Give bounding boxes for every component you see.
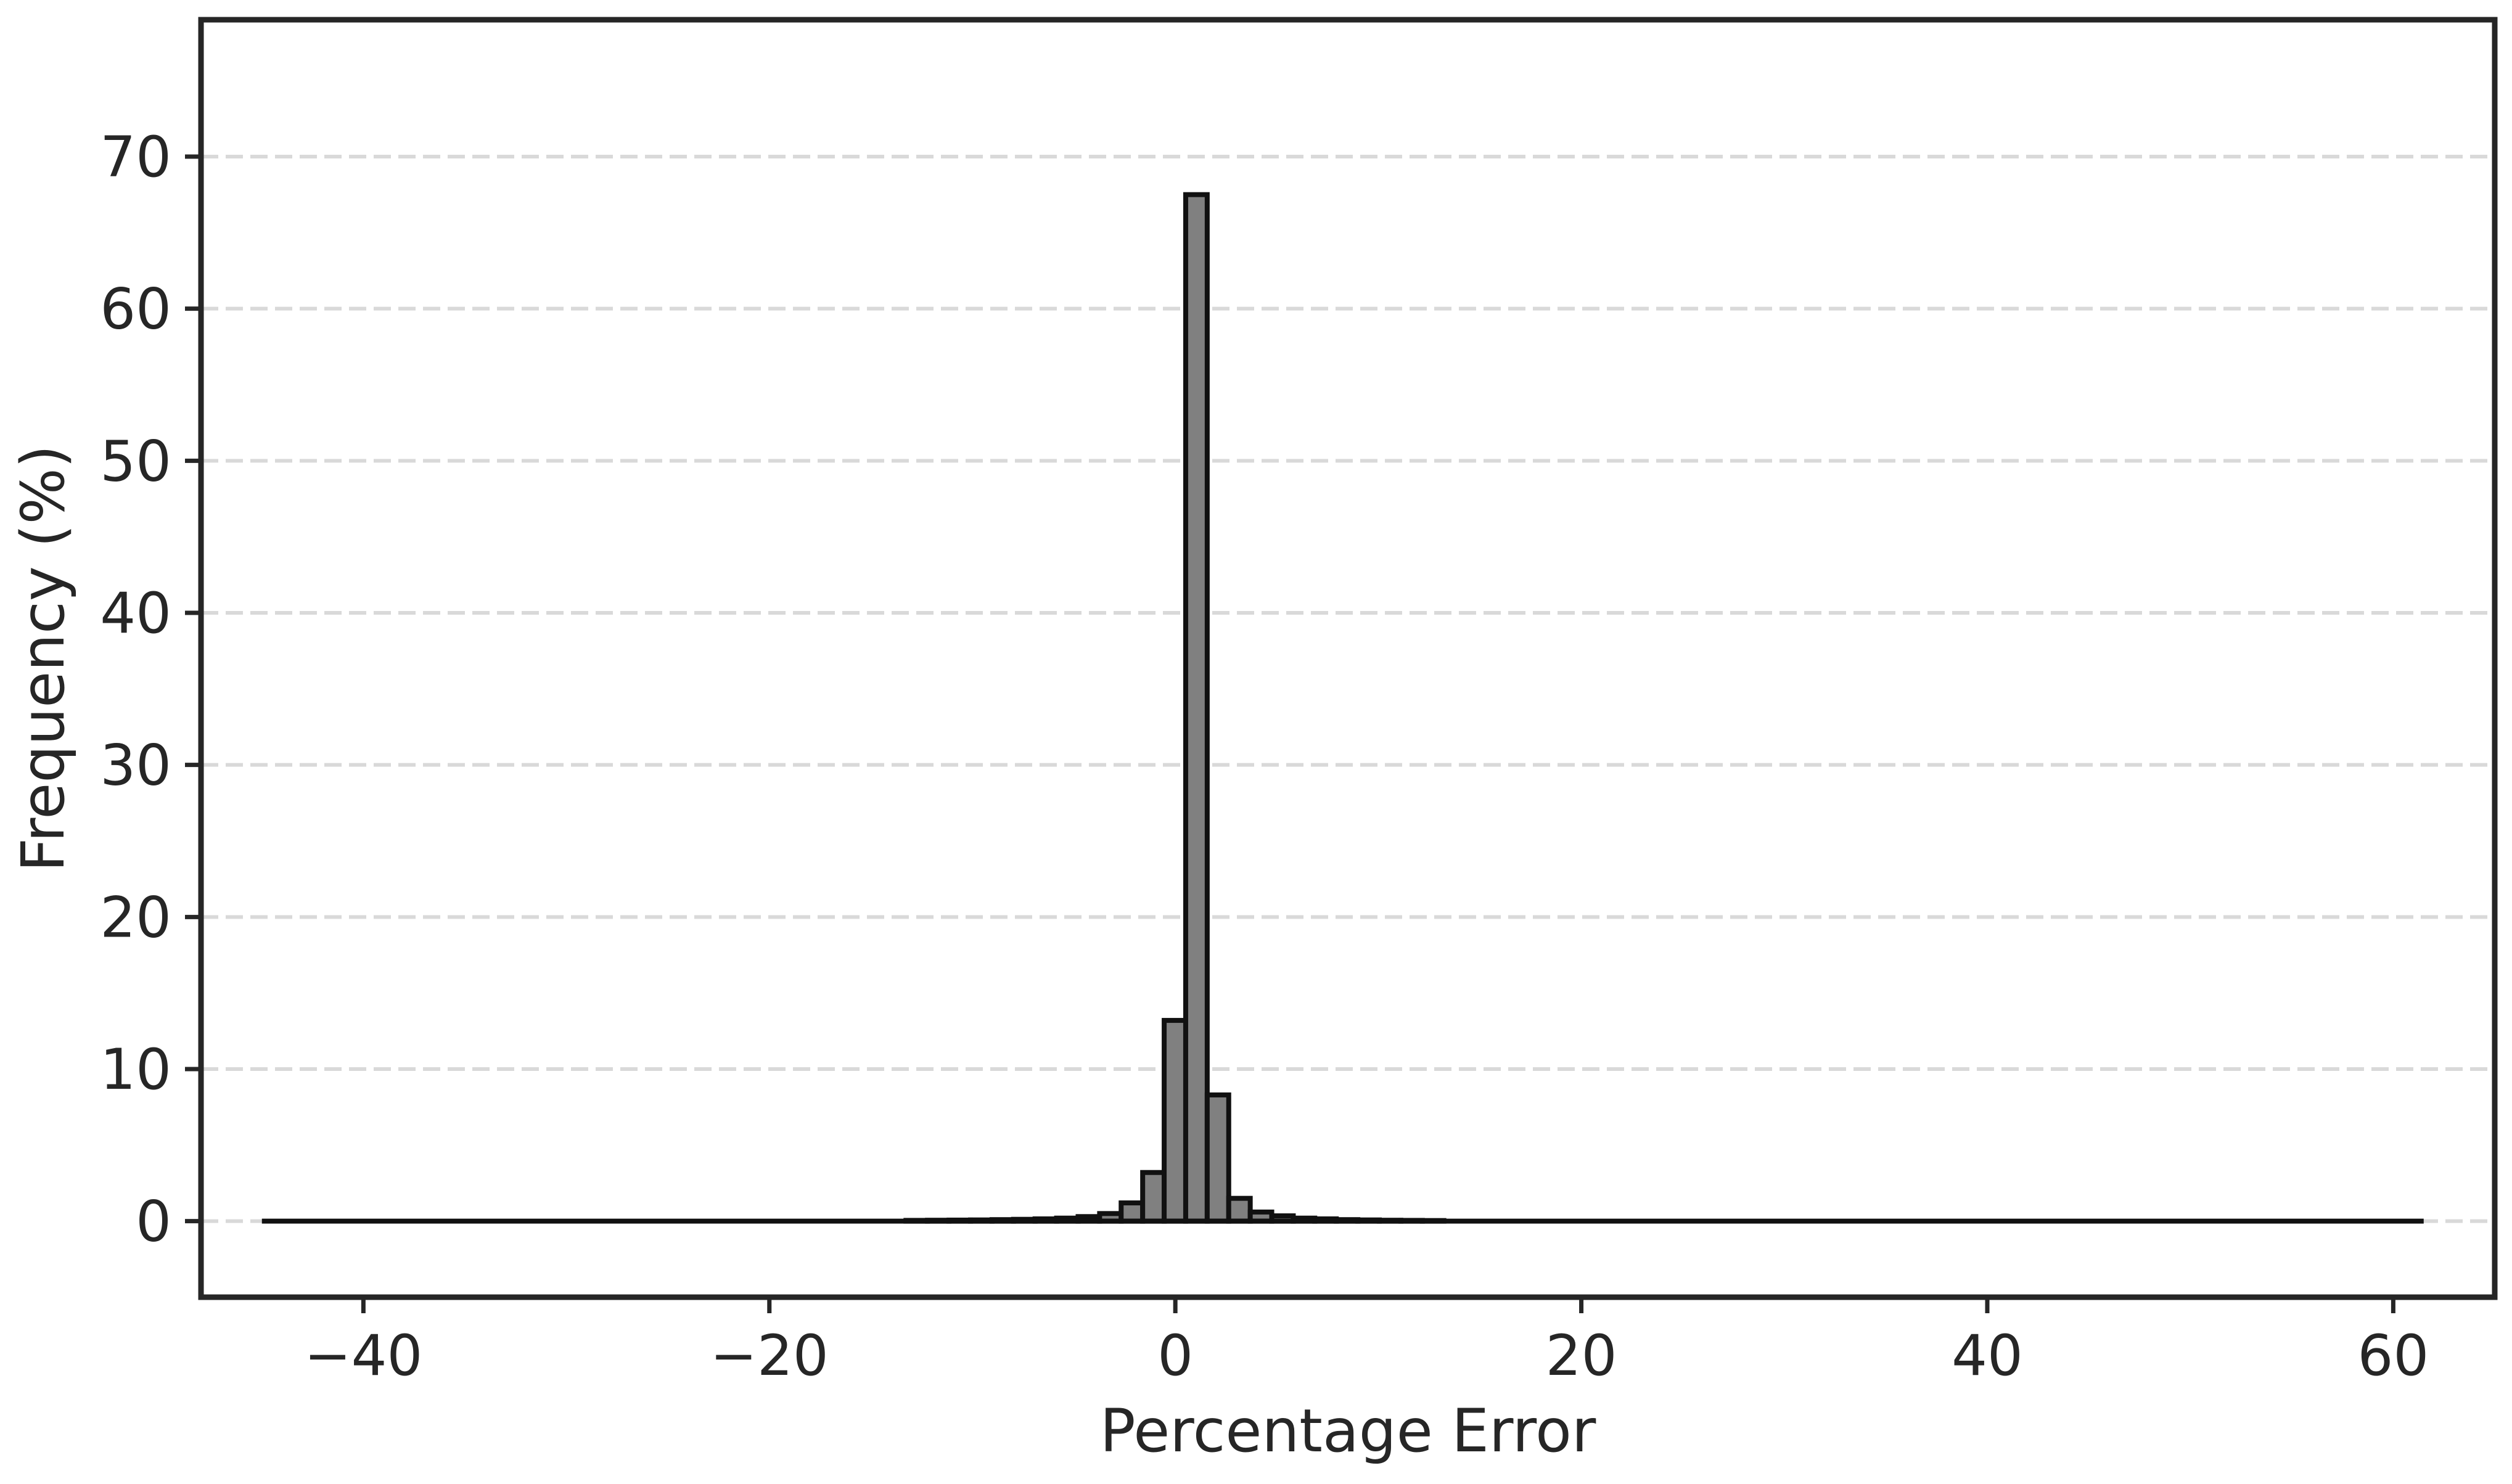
x-axis-ticks: −40 −20 0 20 40 60	[304, 1297, 2429, 1388]
x-tick-label: −40	[304, 1324, 422, 1388]
x-tick-label: 0	[1157, 1324, 1193, 1388]
y-tick-label: 60	[100, 277, 171, 342]
x-tick-label: −20	[710, 1324, 829, 1388]
histogram-bar	[1204, 1092, 1231, 1224]
y-tick-label: 10	[100, 1038, 171, 1102]
y-tick-label: 40	[100, 581, 171, 646]
y-tick-label: 0	[136, 1190, 171, 1255]
histogram-bar	[1226, 1195, 1253, 1224]
y-axis-label: Frequency (%)	[9, 445, 78, 872]
x-tick-label: 40	[1952, 1324, 2023, 1388]
x-axis-label: Percentage Error	[1100, 1396, 1596, 1466]
x-tick-label: 20	[1546, 1324, 1617, 1388]
grid-lines	[201, 155, 2495, 1223]
y-tick-label: 20	[100, 885, 171, 950]
histogram-bar	[1140, 1170, 1167, 1224]
y-tick-label: 70	[100, 125, 171, 190]
x-tick-label: 60	[2357, 1324, 2429, 1388]
y-axis-ticks: 0 10 20 30 40 50 60 70	[100, 125, 201, 1255]
histogram-bar	[1118, 1200, 1146, 1224]
histogram-bars	[903, 192, 1447, 1224]
histogram-bar	[1162, 1018, 1188, 1224]
y-tick-label: 50	[100, 429, 171, 494]
y-tick-label: 30	[100, 734, 171, 798]
histogram-bar	[1183, 192, 1210, 1224]
plot-frame	[198, 17, 2498, 1300]
